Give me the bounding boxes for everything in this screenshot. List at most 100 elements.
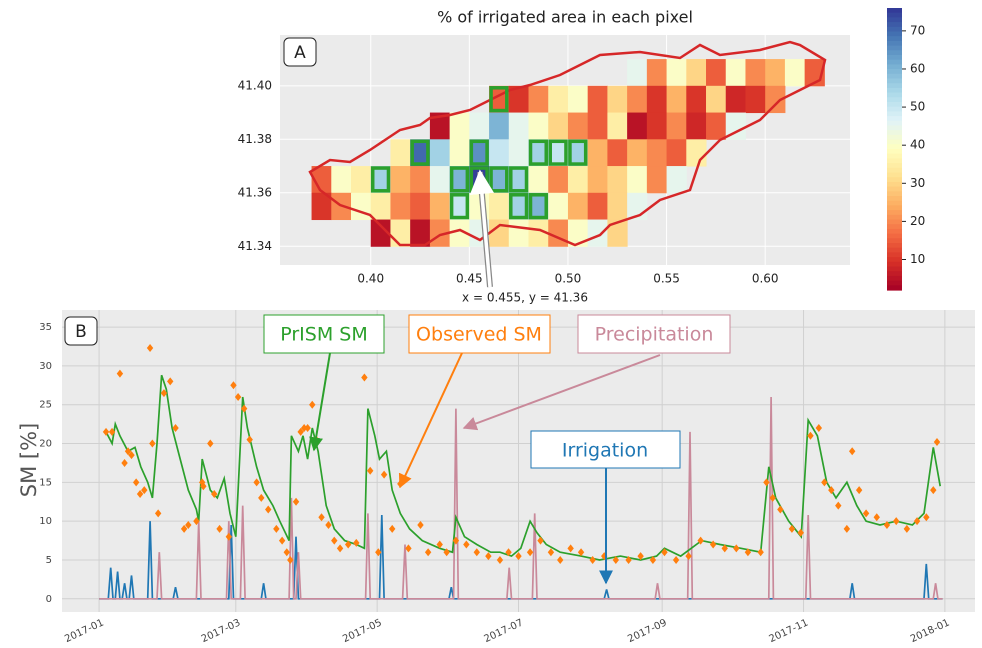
colorbar-step — [887, 83, 902, 89]
heatmap-cell — [410, 139, 431, 167]
x-tick-label: 2017-07 — [483, 617, 526, 644]
series-marker — [923, 513, 930, 522]
series-marker — [515, 552, 522, 561]
colorbar-step — [887, 116, 902, 122]
colorbar-step — [887, 26, 902, 33]
series-marker — [297, 427, 304, 436]
heatmap-cell — [587, 192, 608, 221]
heatmap-cell — [567, 85, 589, 114]
series-marker — [146, 344, 154, 353]
colorbar-tick-label: 60 — [910, 61, 925, 75]
series-marker — [835, 501, 842, 510]
y-tick-label: 30 — [39, 361, 52, 372]
series-marker — [443, 548, 450, 557]
series-marker — [855, 486, 863, 495]
series-marker — [265, 505, 272, 514]
heatmap-cell — [410, 192, 431, 221]
series-marker — [141, 486, 148, 495]
series-marker — [463, 540, 470, 549]
series-marker — [336, 544, 344, 553]
colorbar-step — [887, 285, 902, 291]
heatmap-cell — [745, 85, 766, 114]
heatmap-cell — [390, 139, 411, 167]
colorbar-step — [887, 210, 902, 216]
colorbar: 10 20 30 40 50 60 70 — [887, 8, 925, 291]
heatmap-cell — [765, 85, 786, 114]
colorbar-step — [887, 167, 902, 174]
heatmap-cell — [686, 112, 707, 140]
colorbar-step — [887, 36, 902, 42]
heatmap-cell — [429, 139, 451, 167]
heatmap-cell — [646, 112, 668, 140]
heatmap-cell — [370, 166, 391, 194]
series-marker — [903, 524, 911, 533]
heatmap-cell — [686, 59, 707, 87]
colorbar-tick-label: 20 — [910, 214, 925, 228]
heatmap-cell — [607, 219, 628, 247]
legend-label: Irrigation — [562, 440, 648, 462]
colorbar-step — [887, 196, 902, 202]
heatmap-cell — [449, 166, 470, 194]
series-marker — [389, 524, 396, 533]
y-tick-label: 10 — [39, 516, 52, 527]
heatmap-cell — [567, 192, 589, 221]
series-marker — [405, 544, 412, 553]
y-axis-label: SM [%] — [17, 423, 41, 497]
series-marker — [128, 451, 135, 460]
heatmap-cell — [469, 112, 490, 140]
colorbar-step — [887, 228, 902, 235]
heatmap-cell — [449, 192, 470, 221]
highlight-cell — [410, 139, 430, 166]
legend-arrow — [309, 352, 331, 452]
series-marker — [672, 555, 680, 564]
colorbar-step — [887, 22, 902, 28]
colorbar-step — [887, 87, 902, 94]
panel-label-box — [283, 37, 317, 67]
series-marker — [807, 431, 814, 440]
heatmap-cell — [686, 139, 707, 167]
legend-arrow — [462, 354, 661, 431]
series-marker — [309, 400, 316, 409]
heatmap-cell — [351, 192, 372, 221]
colorbar-step — [887, 191, 902, 197]
series-marker — [273, 524, 280, 533]
series-marker — [160, 389, 168, 398]
colorbar-step — [887, 261, 902, 268]
colorbar-tick-label: 70 — [910, 23, 925, 37]
heatmap-cell — [449, 112, 470, 140]
y-tick-label: 41.40 — [238, 78, 272, 92]
y-tick-label: 41.34 — [238, 239, 272, 253]
heatmap-cell — [627, 139, 648, 167]
series-marker — [180, 524, 188, 533]
series-marker — [300, 424, 308, 433]
heatmap-cell — [765, 59, 786, 87]
series-marker — [821, 478, 828, 487]
series-marker — [757, 548, 764, 557]
series-marker — [211, 489, 218, 498]
x-tick-label: 2017-01 — [63, 617, 106, 644]
heatmap-cell — [686, 85, 707, 114]
heatmap-cell — [489, 166, 510, 194]
series-marker — [649, 555, 657, 564]
series-marker — [452, 536, 460, 545]
heatmap-cell — [725, 59, 746, 87]
heatmap-cell — [607, 112, 628, 140]
y-tick-label: 5 — [46, 555, 52, 566]
colorbar-step — [887, 139, 902, 145]
heatmap-cell — [449, 219, 470, 247]
chart-title: % of irrigated area in each pixel — [437, 8, 693, 27]
series-marker — [763, 478, 770, 487]
heatmap-cell — [548, 139, 569, 167]
heatmap-cell — [567, 166, 589, 194]
colorbar-step — [887, 181, 902, 188]
colorbar-tick-label: 40 — [910, 138, 925, 152]
heatmap-cell — [607, 139, 628, 167]
colorbar-step — [887, 130, 902, 136]
heatmap-cell — [607, 166, 628, 194]
colorbar-step — [887, 55, 902, 61]
y-tick-label: 0 — [46, 594, 52, 605]
series-marker — [380, 470, 388, 479]
legend-arrow — [398, 352, 463, 489]
colorbar-step — [887, 153, 902, 159]
heatmap-cell — [508, 112, 530, 140]
